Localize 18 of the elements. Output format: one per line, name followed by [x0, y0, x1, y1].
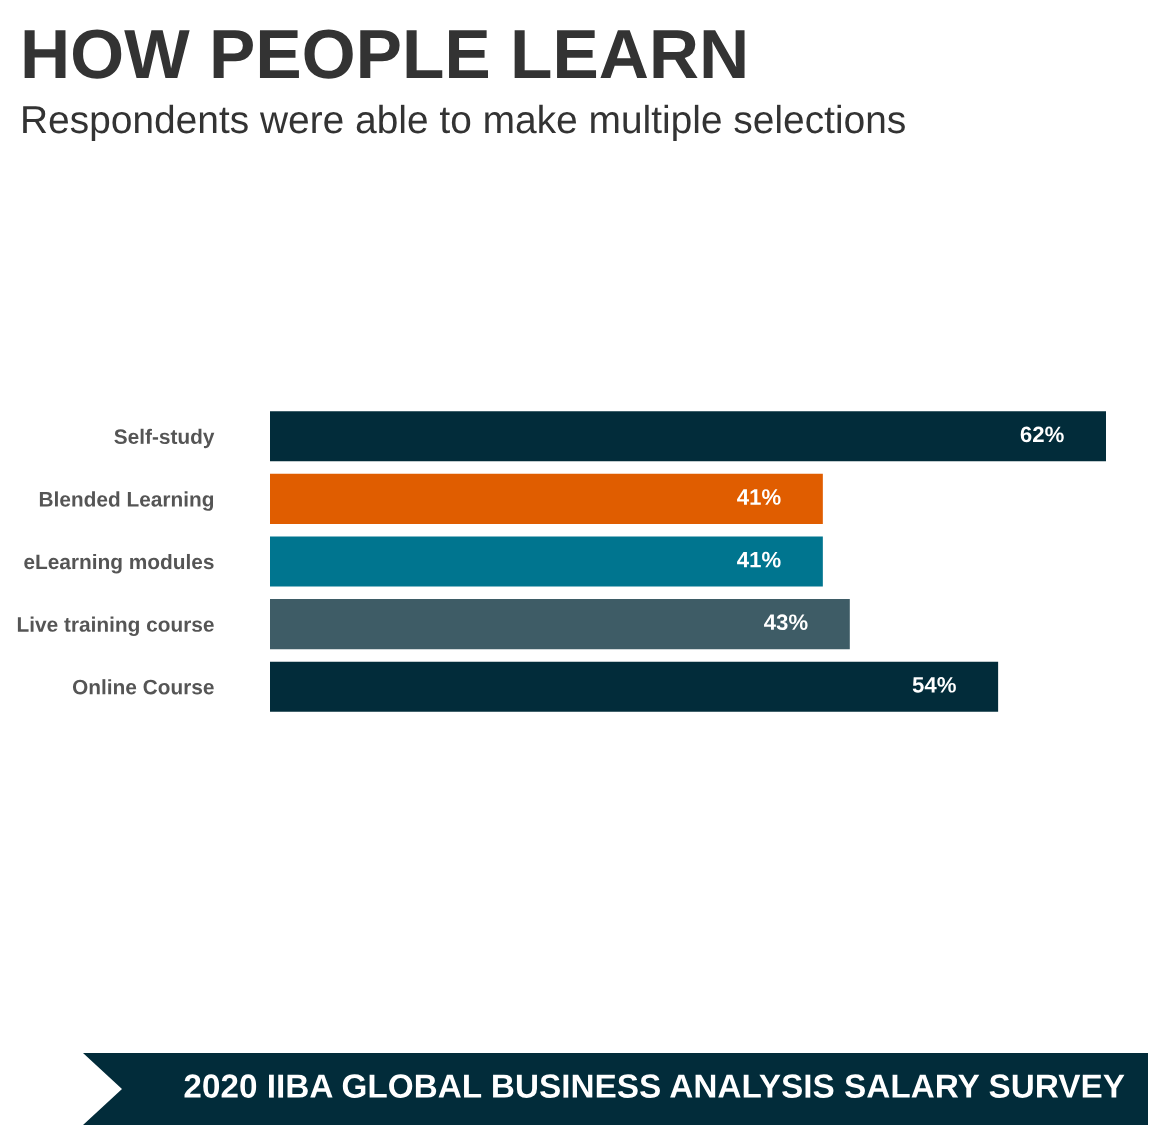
bar: [270, 473, 823, 524]
y-tick-label: Blended Learning: [39, 491, 214, 511]
data-label: 54%: [912, 676, 956, 693]
bar: [270, 661, 999, 712]
data-label: 62%: [1020, 426, 1064, 443]
y-tick-label: Live training course: [17, 616, 214, 637]
bar: [270, 536, 823, 587]
y-tick-label: Online Course: [72, 679, 214, 695]
data-label: 41%: [737, 489, 781, 505]
y-tick-label: eLearning modules: [24, 553, 214, 574]
y-tick-label: Self-study: [114, 428, 215, 449]
chart-title: HOW PEOPLE LEARN: [24, 29, 745, 79]
bar: [270, 599, 850, 650]
data-label: 41%: [737, 551, 781, 568]
text: 2020 IIBA GLOBAL BUSINESS ANALYSIS SALARY SURVEY: [184, 1074, 1125, 1098]
bar: [270, 411, 1106, 462]
data-label: 43%: [764, 614, 808, 631]
chart-subtitle: Respondents were able to make multiple selections: [23, 104, 905, 142]
